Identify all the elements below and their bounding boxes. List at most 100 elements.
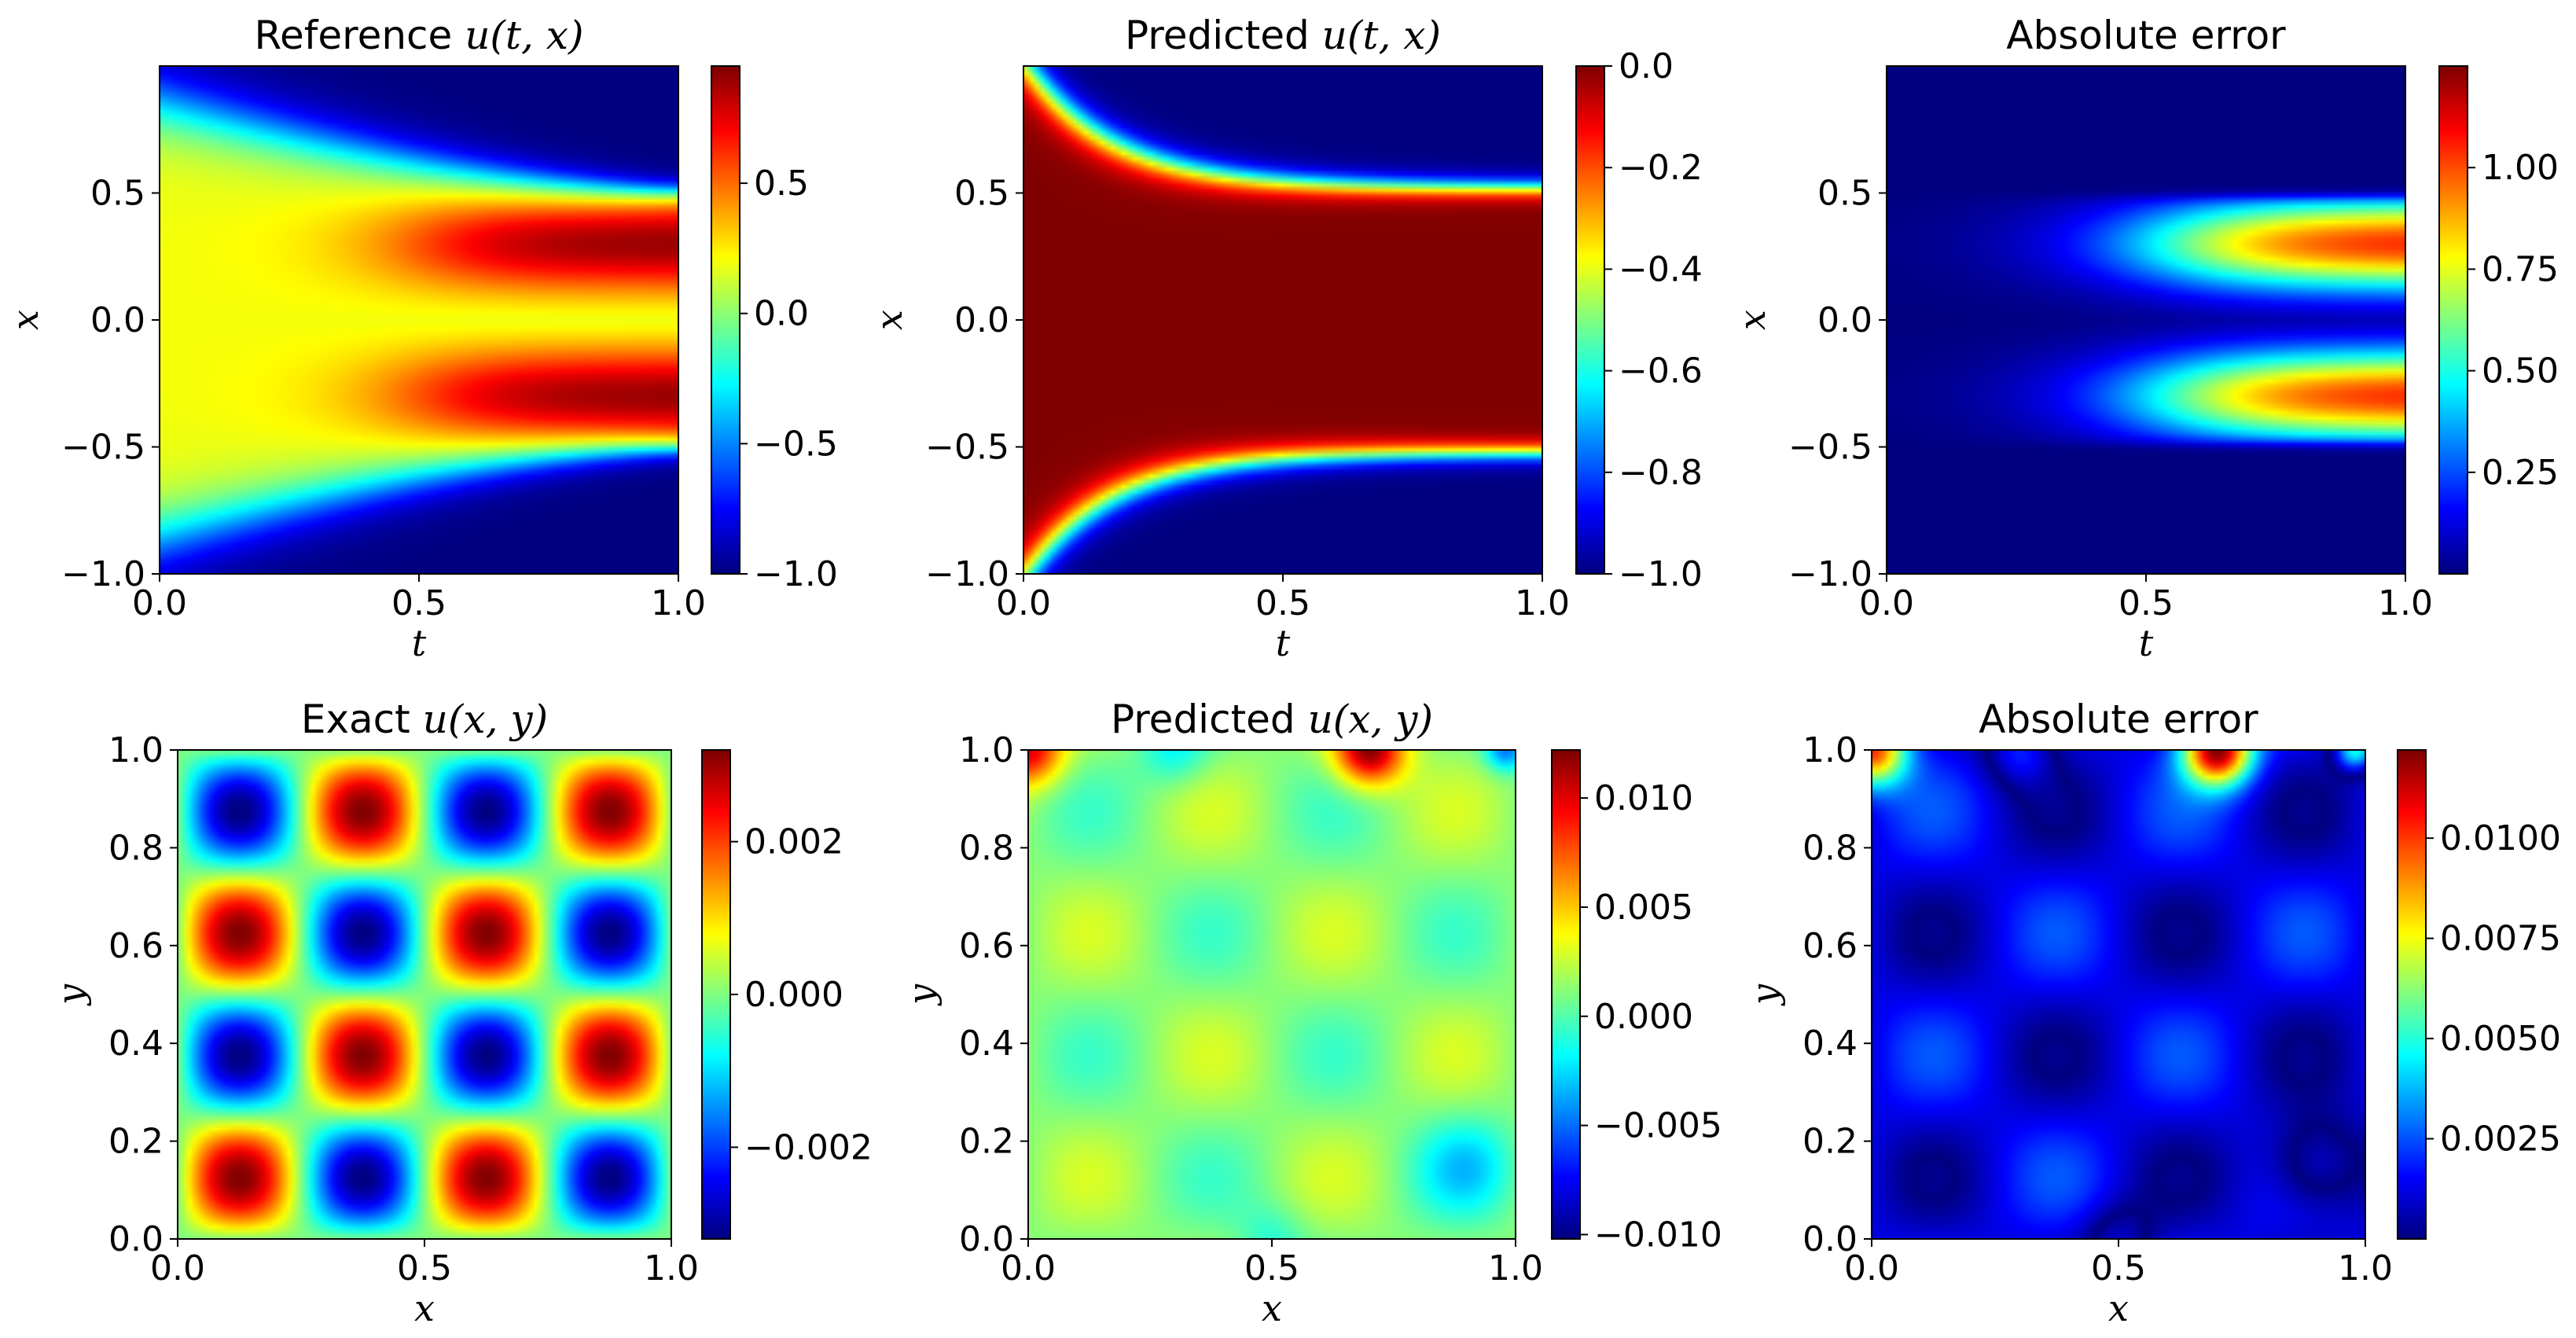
x-tick-label: 1.0 <box>1515 583 1570 623</box>
x-tick-label: 0.0 <box>1001 1248 1056 1288</box>
colorbar-tick-label: 0.0050 <box>2440 1019 2561 1059</box>
x-tick-label: 1.0 <box>644 1248 699 1288</box>
heatmap-exact_xy <box>178 750 671 1239</box>
panel-title: Reference u(t, x) <box>255 13 584 58</box>
panel-title: Predicted u(x, y) <box>1111 697 1433 742</box>
colorbar-frame <box>711 65 740 575</box>
x-tick-label: 0.0 <box>1859 583 1914 623</box>
colorbar-tick-label: −0.5 <box>754 424 838 464</box>
y-tick-label: −0.5 <box>1788 428 1872 468</box>
y-tick-label: 0.8 <box>959 828 1014 868</box>
colorbar-exact_xy <box>702 750 730 1239</box>
panel-title: Absolute error <box>2006 13 2286 58</box>
heatmap-err_tx <box>1887 66 2405 574</box>
title-text: Absolute error <box>1979 697 2258 742</box>
x-axis-label: t <box>412 622 427 664</box>
x-tick-label: 0.5 <box>2118 583 2174 623</box>
y-tick-label: 0.0 <box>959 1219 1014 1259</box>
colorbar-frame <box>2438 65 2468 575</box>
y-tick-label: 0.4 <box>1802 1024 1858 1064</box>
x-tick-label: 0.5 <box>1255 583 1310 623</box>
y-tick-label: 0.5 <box>90 174 145 214</box>
title-math: u(t, x) <box>1322 13 1441 58</box>
colorbar-tick-label: −0.4 <box>1619 249 1703 289</box>
colorbar-tick-label: 0.0 <box>1619 46 1674 86</box>
colorbar-err_tx <box>2439 66 2468 574</box>
x-tick-label: 1.0 <box>2338 1248 2393 1288</box>
x-tick-label: 0.0 <box>996 583 1051 623</box>
panel-title: Exact u(x, y) <box>301 697 548 742</box>
y-tick-label: −1.0 <box>1788 554 1872 594</box>
x-tick-label: 0.0 <box>1844 1248 1899 1288</box>
y-tick-label: −0.5 <box>925 428 1009 468</box>
y-tick-label: 0.4 <box>959 1024 1014 1064</box>
y-tick-label: 1.0 <box>108 730 164 770</box>
colorbar-tick-label: 0.000 <box>744 975 843 1015</box>
x-tick-label: 1.0 <box>1488 1248 1543 1288</box>
colorbar-tick-label: −0.002 <box>744 1127 873 1167</box>
heatmap-pred_xy <box>1028 750 1516 1239</box>
y-tick-label: 0.0 <box>90 300 145 340</box>
y-tick-label: 0.5 <box>1817 174 1872 214</box>
heatmap-ref_tx <box>160 66 678 574</box>
y-tick-label: 0.0 <box>954 300 1009 340</box>
colorbar-tick-label: −0.8 <box>1619 453 1703 493</box>
colorbar-frame <box>2397 749 2427 1240</box>
colorbar-tick-label: −0.005 <box>1594 1106 1722 1146</box>
colorbar-tick-label: −0.6 <box>1619 351 1703 391</box>
y-tick-label: 0.4 <box>108 1024 164 1064</box>
colorbar-tick-label: −0.010 <box>1594 1215 1722 1255</box>
title-text: Exact <box>301 697 423 742</box>
y-tick-label: 0.0 <box>108 1219 164 1259</box>
y-tick-label: 0.2 <box>108 1122 164 1162</box>
panel-pred_tx: Predicted u(t, x) 0.0 0.5 1.0 −1.0 −0.5 0.0 0.5… <box>868 13 1703 664</box>
y-tick-label: 0.0 <box>1802 1219 1858 1259</box>
x-tick-label: 0.5 <box>1244 1248 1299 1288</box>
x-axis-label: t <box>2139 622 2154 664</box>
colorbar-tick-label: 0.002 <box>744 822 843 862</box>
x-tick-label: 0.5 <box>397 1248 452 1288</box>
x-axis-label: x <box>2108 1287 2129 1329</box>
x-axis-label: x <box>1262 1287 1282 1329</box>
title-math: u(x, y) <box>423 697 548 742</box>
colorbar-err_xy <box>2398 750 2426 1239</box>
y-axis-label: x <box>1731 310 1773 330</box>
x-axis-label: t <box>1276 622 1291 664</box>
y-tick-label: 0.2 <box>959 1122 1014 1162</box>
y-tick-label: 0.0 <box>1817 300 1872 340</box>
panel-pred_xy: Predicted u(x, y) 0.0 0.5 1.0 0.0 0.2 0.4 0.6 0.… <box>900 697 1722 1329</box>
colorbar-tick-label: 0.0100 <box>2440 818 2561 858</box>
title-math: u(t, x) <box>465 13 583 58</box>
y-tick-label: −1.0 <box>925 554 1009 594</box>
heatmap-pred_tx <box>1023 66 1542 574</box>
panel-ref_tx: Reference u(t, x) 0.0 0.5 1.0 −1.0 −0.5 0.0 0.5… <box>4 13 838 664</box>
colorbar-tick-label: 0.0075 <box>2440 919 2561 959</box>
y-axis-label: y <box>900 983 943 1006</box>
title-text: Predicted <box>1125 13 1322 58</box>
colorbar-ref_tx <box>711 66 740 574</box>
title-math: u(x, y) <box>1308 697 1433 742</box>
panel-title: Absolute error <box>1979 697 2258 742</box>
title-text: Reference <box>255 13 465 58</box>
colorbar-tick-label: −0.2 <box>1619 148 1703 188</box>
panel-err_xy: Absolute error 0.0 0.5 1.0 0.0 0.2 0.4 0.6 0.8 1.… <box>1744 697 2561 1329</box>
y-tick-label: 0.6 <box>108 926 164 966</box>
panel-title: Predicted u(t, x) <box>1125 13 1441 58</box>
y-axis-label: x <box>868 310 910 330</box>
y-tick-label: 0.8 <box>108 828 164 868</box>
colorbar-tick-label: 0.005 <box>1594 888 1693 928</box>
colorbar-frame <box>1551 749 1581 1240</box>
y-axis-label: y <box>1744 983 1786 1006</box>
y-tick-label: 1.0 <box>959 730 1014 770</box>
x-tick-label: 0.0 <box>150 1248 205 1288</box>
colorbar-tick-label: 0.010 <box>1594 778 1693 818</box>
colorbar-pred_tx <box>1576 66 1604 574</box>
x-tick-label: 1.0 <box>2378 583 2433 623</box>
colorbar-tick-label: 0.25 <box>2482 453 2559 493</box>
y-tick-label: 0.8 <box>1802 828 1858 868</box>
y-tick-label: 0.6 <box>959 926 1014 966</box>
x-tick-label: 0.5 <box>391 583 446 623</box>
colorbar-tick-label: 0.5 <box>754 164 809 204</box>
